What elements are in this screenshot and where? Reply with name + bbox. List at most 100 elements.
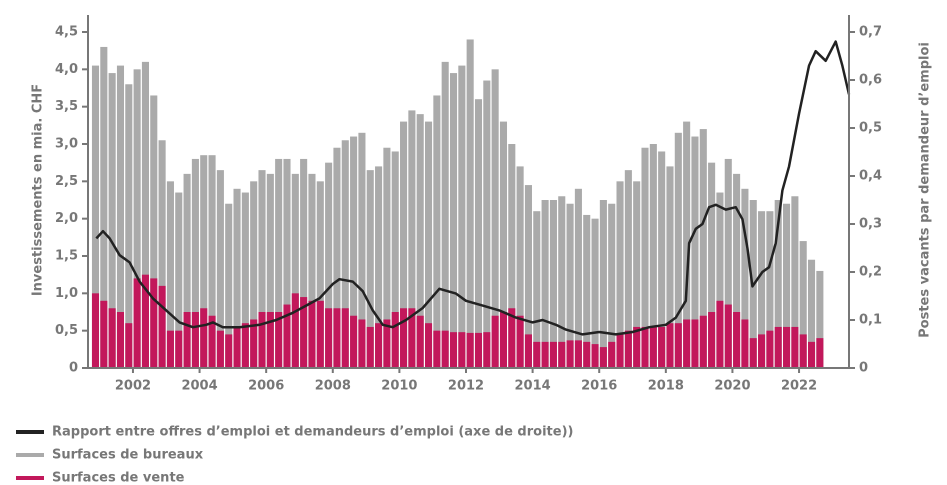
bar [208, 315, 216, 368]
bar [807, 341, 816, 368]
bar [533, 341, 541, 368]
bar [624, 330, 632, 368]
y-axis-label: Investissements en mia. CHF [31, 84, 46, 296]
bar [100, 46, 108, 368]
bar [716, 300, 724, 368]
bar [433, 95, 441, 368]
bar [400, 121, 408, 368]
bar [458, 332, 466, 368]
y2-tick-label: 0,5 [859, 121, 882, 136]
bar [683, 121, 691, 368]
bar [183, 173, 191, 368]
bar [300, 297, 308, 368]
bar [699, 129, 707, 368]
bar [508, 144, 516, 368]
bar [366, 326, 374, 368]
bar [799, 241, 807, 368]
bar [474, 332, 483, 368]
bar [666, 166, 674, 368]
bar [516, 166, 524, 368]
bar [666, 323, 674, 368]
bar [333, 308, 341, 368]
bar [191, 158, 199, 368]
y-tick-label: 2,5 [55, 174, 78, 189]
bar [683, 319, 691, 368]
y2-tick-label: 0,7 [859, 25, 882, 40]
bar [350, 136, 358, 368]
x-tick-label: 2020 [714, 379, 750, 394]
y2-tick-label: 0,2 [859, 265, 882, 280]
bar [716, 192, 724, 368]
bar [375, 323, 383, 368]
bar [708, 312, 716, 368]
bar [591, 218, 599, 368]
bar [483, 332, 491, 368]
y2-tick-label: 0,1 [859, 313, 882, 328]
bar [649, 144, 657, 368]
bar [233, 188, 241, 368]
bar [283, 304, 291, 368]
legend-label: Rapport entre offres d’emploi et demande… [52, 425, 573, 440]
bar [483, 80, 491, 369]
bar [358, 319, 366, 368]
bar [191, 312, 199, 368]
bar [175, 192, 183, 368]
bar [208, 155, 216, 368]
bar [391, 151, 399, 368]
x-tick-label: 2012 [448, 379, 484, 394]
bar [225, 203, 233, 368]
bar [275, 312, 283, 368]
bar [108, 73, 116, 369]
bar [649, 326, 657, 368]
bar [558, 341, 566, 368]
y2-axis-label: Postes vacants par demandeur d’emploi [918, 42, 933, 338]
bar [458, 65, 466, 368]
bar [733, 312, 741, 368]
bar [433, 330, 441, 368]
bar [558, 196, 566, 368]
y-tick-label: 0,5 [55, 323, 78, 338]
y-tick-label: 4,5 [55, 25, 78, 40]
bar [691, 319, 699, 368]
bar [608, 341, 616, 368]
bar [108, 308, 116, 368]
x-tick-label: 2018 [648, 379, 684, 394]
y-tick-label: 2,0 [55, 211, 78, 226]
bar [325, 162, 333, 368]
bar [616, 334, 624, 368]
bar [658, 151, 666, 368]
bar [316, 181, 324, 368]
y-tick-label: 1,0 [55, 286, 78, 301]
x-tick-label: 2004 [181, 379, 217, 394]
bar [708, 162, 716, 368]
bar [566, 340, 574, 368]
bar [166, 330, 174, 368]
bar [466, 39, 474, 368]
bar [583, 214, 591, 368]
x-tick-label: 2006 [248, 379, 284, 394]
bar [749, 338, 757, 368]
bar [250, 181, 258, 368]
bar [416, 114, 424, 368]
bar [266, 173, 274, 368]
bar [125, 84, 133, 369]
bar [599, 200, 607, 368]
bar [358, 132, 366, 368]
x-tick-label: 2022 [781, 379, 817, 394]
bar [408, 308, 416, 368]
bar [624, 170, 632, 368]
bar [408, 110, 416, 369]
bar [150, 278, 158, 368]
bar [816, 338, 824, 368]
bar [499, 312, 508, 368]
bar [533, 211, 541, 368]
bar [258, 170, 266, 368]
bar [91, 65, 100, 368]
bar [350, 315, 358, 368]
bar [724, 158, 732, 368]
y2-tick-label: 0,6 [859, 73, 882, 88]
bar [758, 211, 766, 368]
bar [225, 334, 233, 368]
bar [633, 326, 641, 368]
bar [524, 185, 532, 368]
